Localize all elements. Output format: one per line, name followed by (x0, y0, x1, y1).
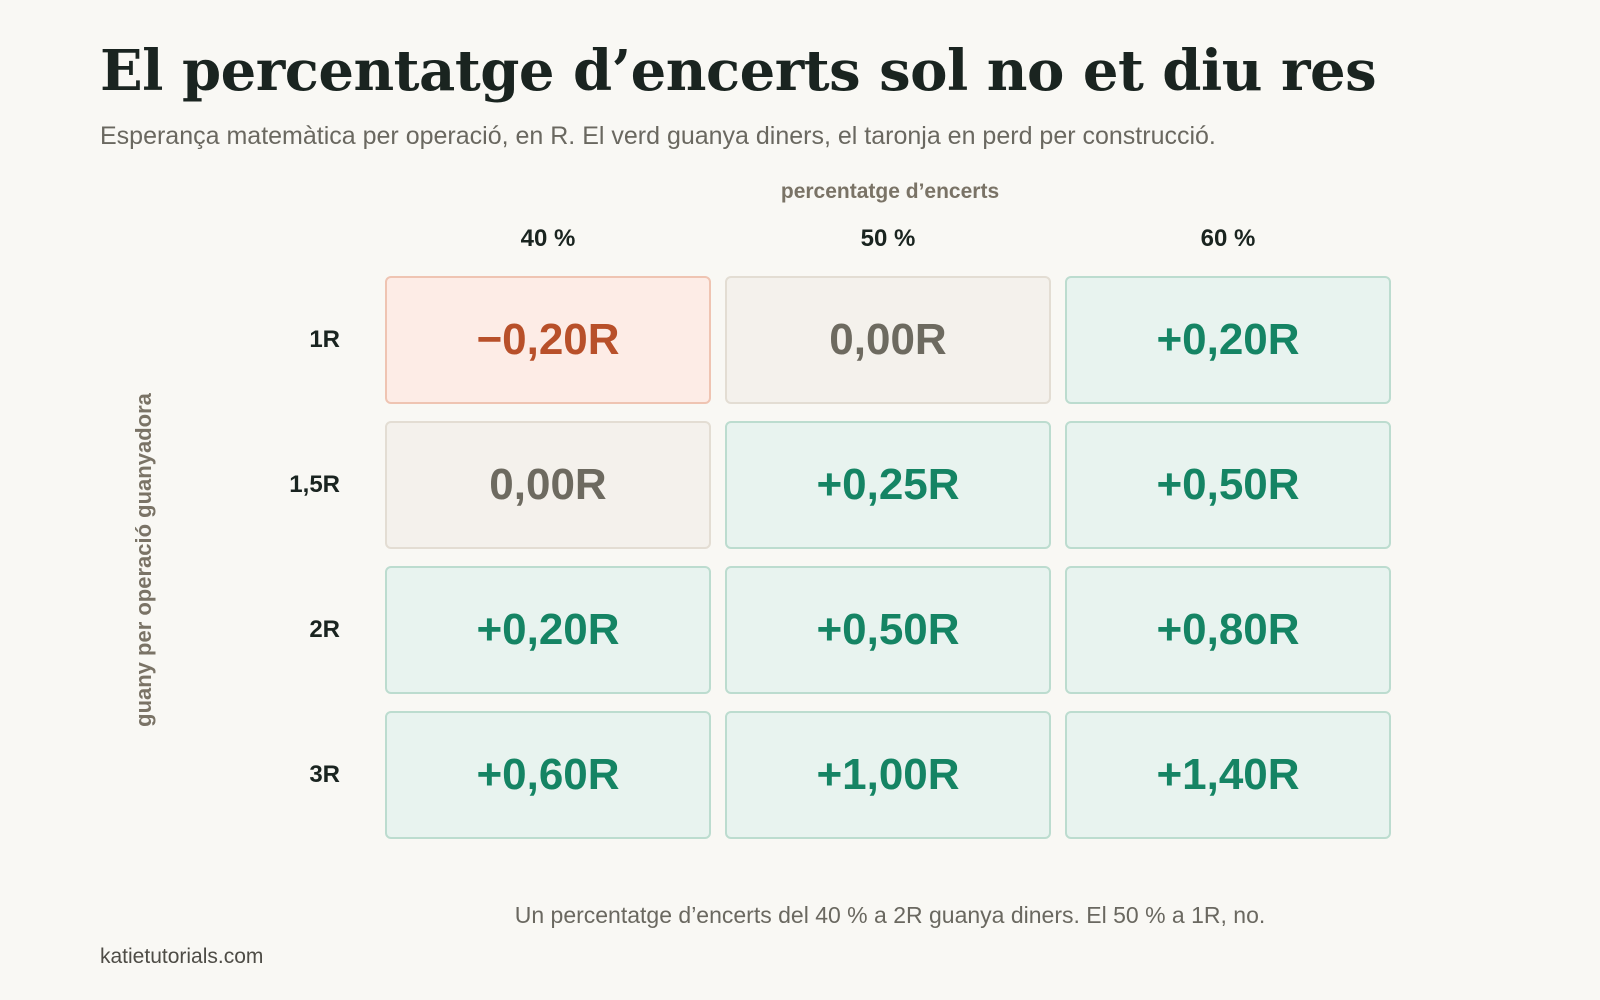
column-label: 40 % (520, 225, 576, 252)
row-label: 3R (309, 761, 340, 788)
row-label: 1,5R (289, 471, 340, 498)
heatmap-cell: 0,00R (725, 276, 1051, 404)
heatmap-cell: +0,20R (1065, 276, 1391, 404)
footnote: Un percentatge d’encerts del 40 % a 2R g… (514, 902, 1266, 928)
heatmap-cell: +0,60R (385, 711, 711, 839)
x-axis-title: percentatge d’encerts (780, 180, 1000, 203)
column-label: 60 % (1200, 225, 1256, 252)
heatmap-cell: −0,20R (385, 276, 711, 404)
heatmap-cell: 0,00R (385, 421, 711, 549)
heatmap-cell: +0,80R (1065, 566, 1391, 694)
chart-subtitle: Esperança matemàtica per operació, en R.… (100, 122, 1216, 150)
heatmap-cell: +0,50R (725, 566, 1051, 694)
heatmap-cell: +1,40R (1065, 711, 1391, 839)
heatmap-cell: +1,00R (725, 711, 1051, 839)
y-axis-title: guany per operació guanyadora (131, 393, 156, 727)
chart-title: El percentatge d’encerts sol no et diu r… (100, 38, 1377, 104)
heatmap-cell: +0,50R (1065, 421, 1391, 549)
heatmap-cell: +0,25R (725, 421, 1051, 549)
row-label: 1R (309, 326, 340, 353)
column-label: 50 % (860, 225, 916, 252)
heatmap-cell: +0,20R (385, 566, 711, 694)
source-credit: katietutorials.com (100, 945, 264, 968)
row-label: 2R (309, 616, 340, 643)
